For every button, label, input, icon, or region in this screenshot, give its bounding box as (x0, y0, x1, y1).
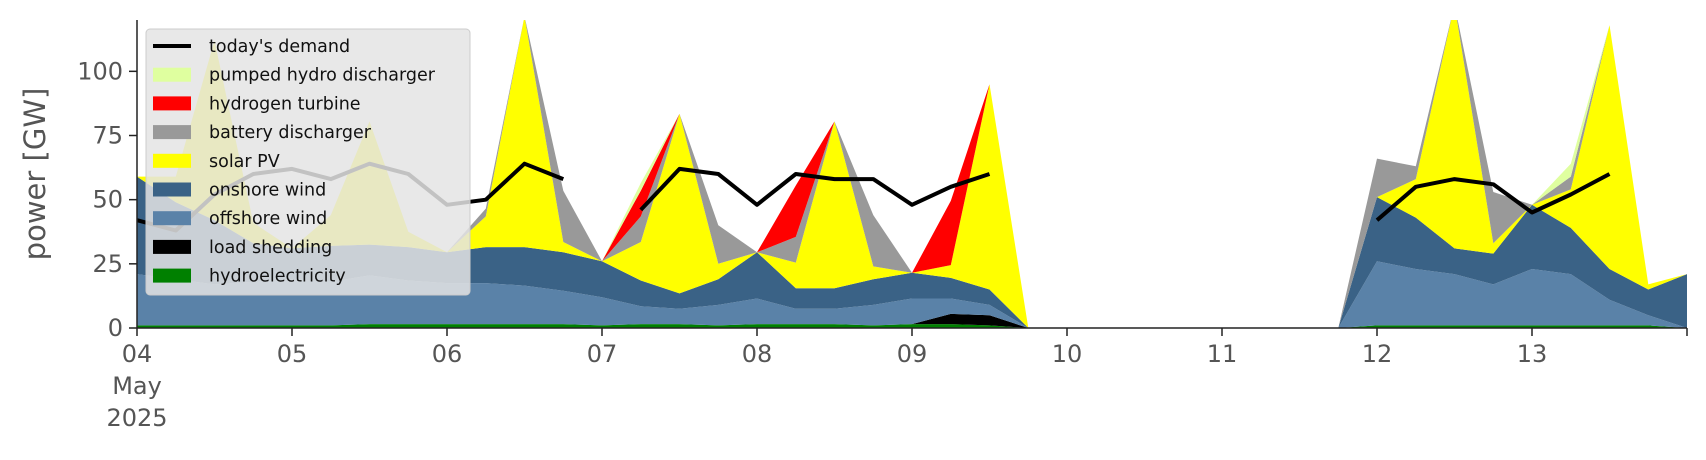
legend: today's demand pumped hydro discharger hyd… (145, 28, 471, 296)
legend-swatch (153, 268, 191, 283)
y-tick-label: 0 (108, 314, 123, 342)
legend-swatch (153, 67, 191, 82)
y-tick-label: 25 (92, 250, 123, 278)
legend-swatch (153, 239, 191, 254)
area-offshore-wind (137, 261, 1687, 328)
legend-swatch (153, 96, 191, 111)
legend-label: today's demand (209, 37, 350, 57)
y-tick-label: 50 (92, 186, 123, 214)
legend-label: hydroelectricity (209, 267, 346, 287)
legend-label: hydrogen turbine (209, 94, 361, 114)
area-solar-pv (137, 20, 1687, 328)
area-hydroelectricity (137, 324, 1687, 328)
y-tick-label: 75 (92, 122, 123, 150)
x-ticks: 04 May 2025 05 06 07 08 09 10 11 12 13 (106, 328, 1688, 432)
legend-label: load shedding (209, 238, 332, 258)
x-tick-label: 04 May 2025 (106, 340, 167, 432)
legend-label: battery discharger (209, 123, 372, 143)
x-tick-label: 07 (587, 340, 618, 368)
x-tick-label: 06 (432, 340, 463, 368)
x-tick-label: 09 (897, 340, 928, 368)
legend-label: onshore wind (209, 181, 326, 201)
y-axis-title: power [GW] (18, 88, 52, 261)
x-tick-label: 12 (1362, 340, 1393, 368)
x-tick-label: 13 (1517, 340, 1548, 368)
legend-swatch (153, 125, 191, 140)
legend-box (145, 28, 471, 296)
x-tick-label: 10 (1052, 340, 1083, 368)
legend-label: pumped hydro discharger (209, 66, 436, 86)
x-tick-label: 11 (1207, 340, 1238, 368)
legend-swatch (153, 153, 191, 168)
x-tick-label: 08 (742, 340, 773, 368)
legend-label: offshore wind (209, 209, 327, 229)
legend-label: solar PV (209, 152, 280, 172)
y-tick-label: 100 (77, 57, 123, 85)
x-tick-label: 05 (277, 340, 308, 368)
legend-swatch (153, 182, 191, 197)
legend-swatch (153, 211, 191, 226)
area-battery-discharger (137, 20, 1687, 328)
y-ticks: 0 25 50 75 100 (77, 57, 137, 342)
